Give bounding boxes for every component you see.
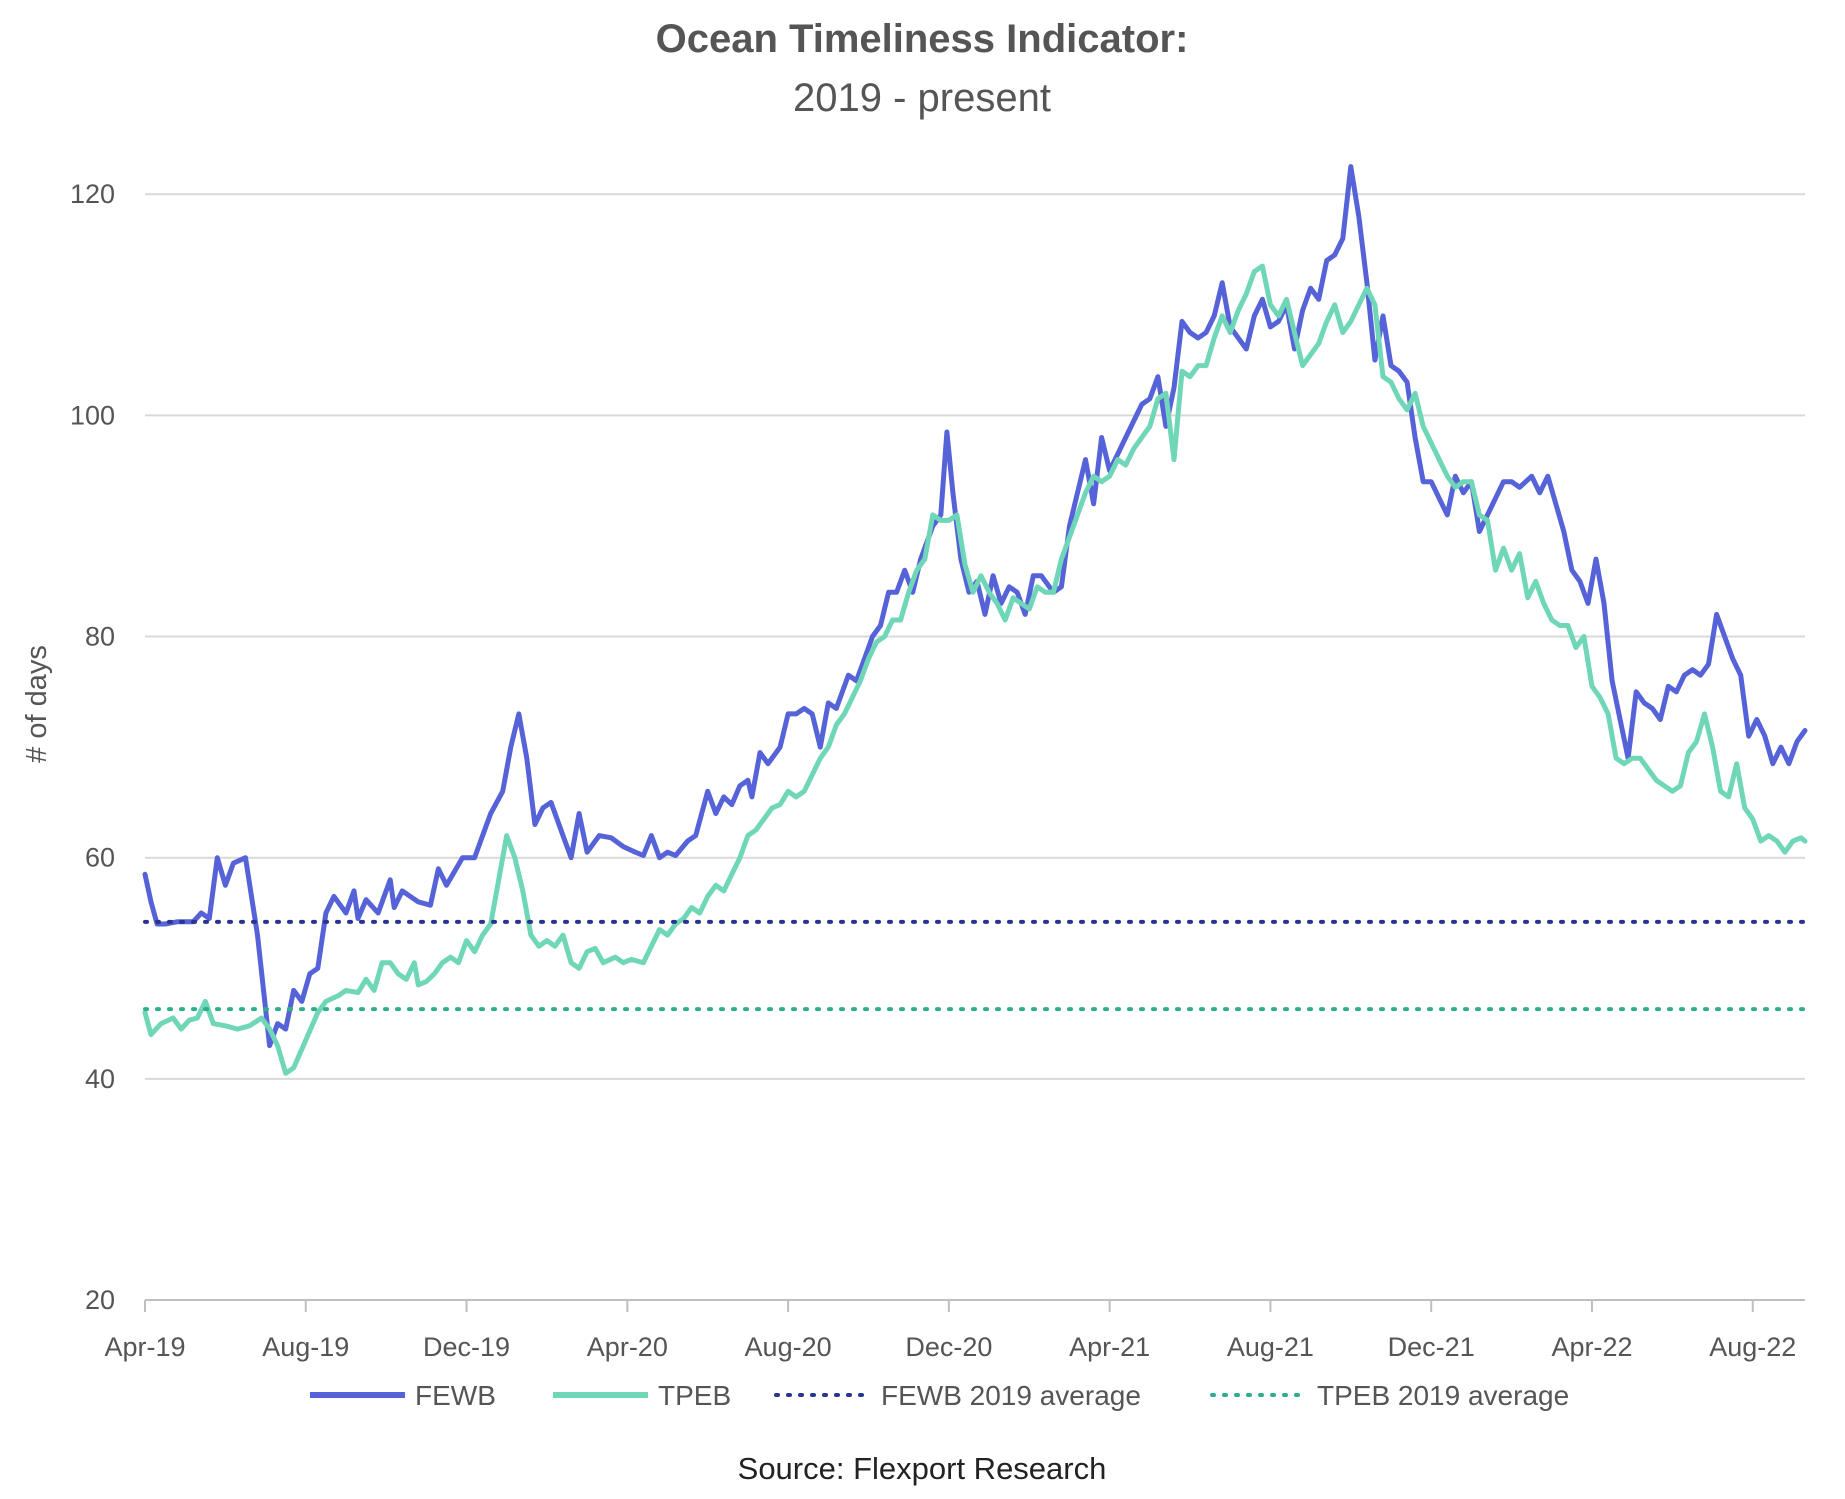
x-tick-label-Aug-22: Aug-22 bbox=[1709, 1332, 1796, 1362]
x-tick-label-Apr-19: Apr-19 bbox=[104, 1332, 185, 1362]
y-tick-label-80: 80 bbox=[85, 622, 115, 652]
x-axis-ticks: Apr-19 Aug-19 Dec-19 Apr-20 Aug-20 Dec-20 Apr-… bbox=[104, 1300, 1796, 1362]
x-tick-label-Apr-21: Apr-21 bbox=[1069, 1332, 1150, 1362]
x-tick-label-Dec-21: Dec-21 bbox=[1388, 1332, 1475, 1362]
gridlines bbox=[145, 193, 1805, 1080]
fewb-line bbox=[142, 164, 1808, 1049]
y-tick-label-60: 60 bbox=[85, 843, 115, 873]
x-tick-label-Apr-22: Apr-22 bbox=[1551, 1332, 1632, 1362]
x-tick-label-Dec-20: Dec-20 bbox=[905, 1332, 992, 1362]
x-tick-label-Aug-19: Aug-19 bbox=[262, 1332, 349, 1362]
tpeb-line bbox=[142, 263, 1808, 1076]
x-tick-label-Aug-21: Aug-21 bbox=[1227, 1332, 1314, 1362]
x-tick-label-Aug-20: Aug-20 bbox=[745, 1332, 832, 1362]
y-tick-label-20: 20 bbox=[85, 1285, 115, 1315]
y-tick-label-40: 40 bbox=[85, 1064, 115, 1094]
chart-subtitle: 2019 - present bbox=[793, 76, 1051, 120]
series-lines bbox=[142, 164, 1808, 1076]
x-tick-label-Apr-20: Apr-20 bbox=[587, 1332, 668, 1362]
y-tick-label-100: 100 bbox=[70, 400, 115, 430]
x-tick-label-Dec-19: Dec-19 bbox=[423, 1332, 510, 1362]
legend-label-fewb: FEWB bbox=[415, 1380, 496, 1411]
legend-label-fewb-2019-average: FEWB 2019 average bbox=[881, 1380, 1141, 1411]
legend: FEWB TPEB FEWB 2019 average TPEB 2019 avera… bbox=[310, 1380, 1569, 1411]
legend-label-tpeb: TPEB bbox=[658, 1380, 731, 1411]
y-tick-label-120: 120 bbox=[70, 179, 115, 209]
legend-label-tpeb-2019-average: TPEB 2019 average bbox=[1317, 1380, 1569, 1411]
y-axis-ticks: 20 40 60 80 100 120 bbox=[70, 179, 115, 1315]
source-note: Source: Flexport Research bbox=[738, 1451, 1107, 1486]
chart-title: Ocean Timeliness Indicator: bbox=[656, 17, 1189, 61]
y-axis-label: # of days bbox=[21, 645, 53, 763]
